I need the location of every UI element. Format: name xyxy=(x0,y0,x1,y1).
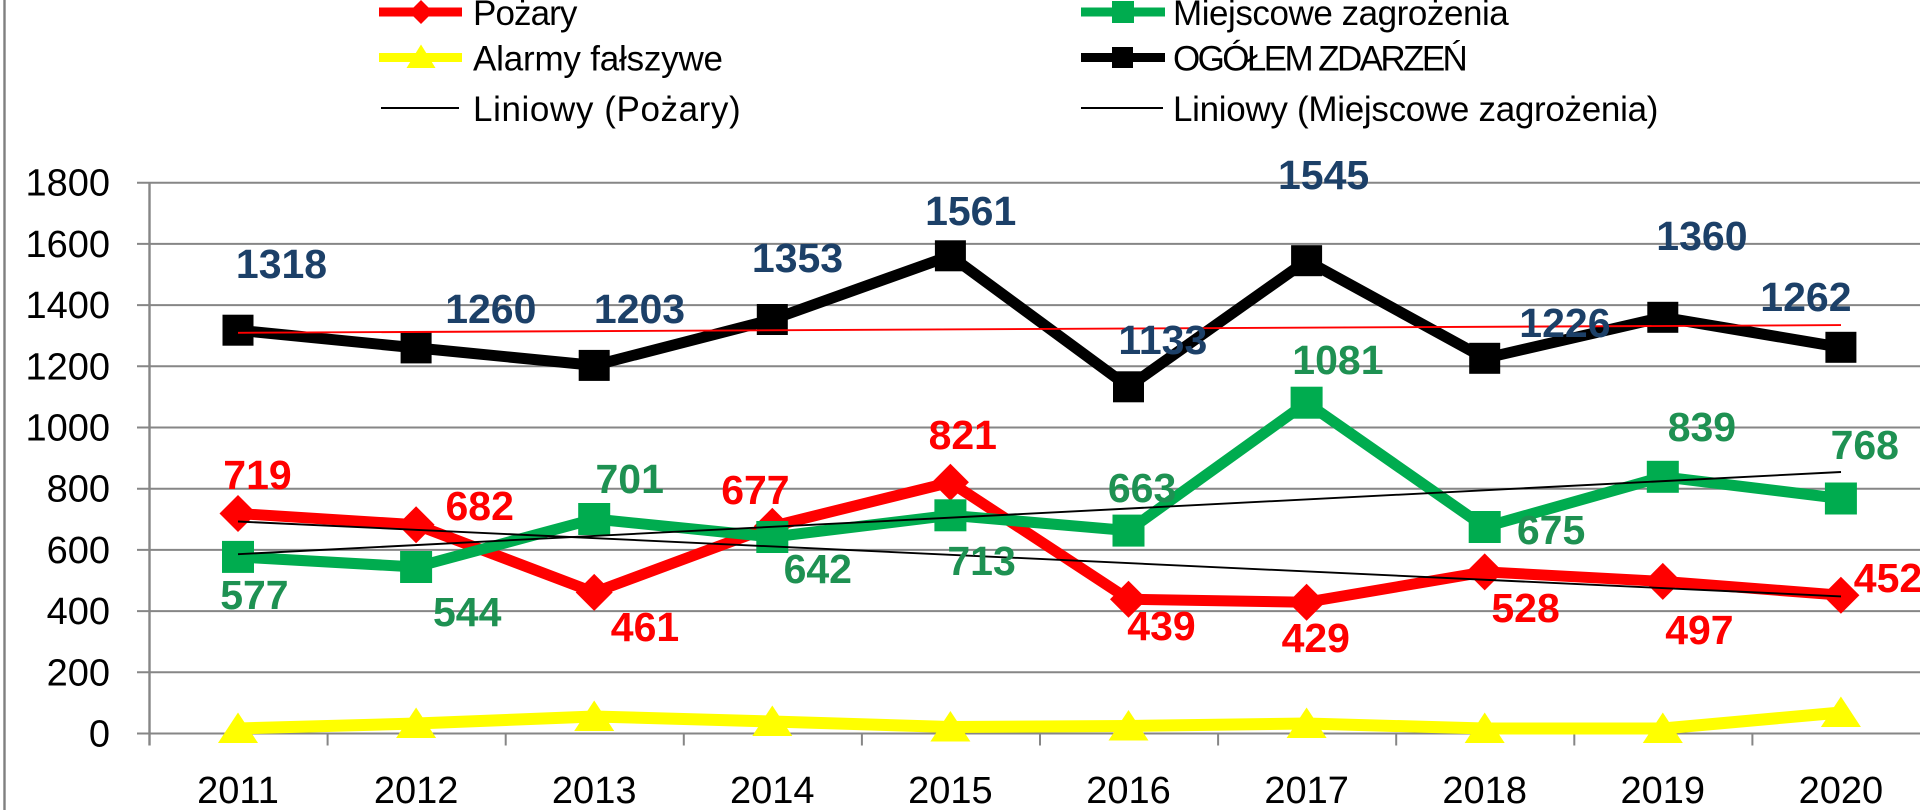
svg-text:200: 200 xyxy=(47,652,110,694)
svg-text:528: 528 xyxy=(1491,585,1559,631)
svg-text:2020: 2020 xyxy=(1799,770,1884,810)
svg-text:1203: 1203 xyxy=(594,286,685,332)
svg-text:1400: 1400 xyxy=(25,285,110,327)
svg-text:821: 821 xyxy=(929,412,997,458)
svg-text:2016: 2016 xyxy=(1086,770,1171,810)
svg-text:1600: 1600 xyxy=(25,224,110,266)
svg-text:1226: 1226 xyxy=(1519,300,1610,346)
svg-text:1800: 1800 xyxy=(25,163,110,205)
svg-text:1318: 1318 xyxy=(236,241,327,287)
svg-text:Liniowy (Miejscowe zagrożenia): Liniowy (Miejscowe zagrożenia) xyxy=(1173,90,1658,129)
svg-text:0: 0 xyxy=(89,714,110,756)
svg-text:682: 682 xyxy=(445,483,513,529)
svg-text:677: 677 xyxy=(721,467,789,513)
svg-text:Pożary: Pożary xyxy=(473,0,578,33)
svg-text:800: 800 xyxy=(47,469,110,511)
svg-text:1545: 1545 xyxy=(1278,152,1369,198)
svg-text:2011: 2011 xyxy=(197,770,279,810)
svg-text:439: 439 xyxy=(1127,603,1195,649)
svg-text:1360: 1360 xyxy=(1656,213,1747,259)
svg-text:577: 577 xyxy=(220,572,288,618)
svg-text:1561: 1561 xyxy=(925,188,1016,234)
svg-text:768: 768 xyxy=(1831,422,1899,468)
svg-text:1000: 1000 xyxy=(25,408,110,450)
svg-text:Alarmy fałszywe: Alarmy fałszywe xyxy=(473,40,723,79)
svg-text:OGÓŁEM ZDARZEŃ: OGÓŁEM ZDARZEŃ xyxy=(1173,40,1466,79)
svg-text:1200: 1200 xyxy=(25,346,110,388)
svg-text:719: 719 xyxy=(223,452,291,498)
svg-text:1081: 1081 xyxy=(1292,337,1383,383)
svg-text:461: 461 xyxy=(611,604,679,650)
svg-text:1133: 1133 xyxy=(1118,317,1207,363)
svg-text:1260: 1260 xyxy=(445,286,536,332)
svg-text:2017: 2017 xyxy=(1264,770,1349,810)
svg-text:839: 839 xyxy=(1668,404,1736,450)
svg-text:497: 497 xyxy=(1665,607,1733,653)
svg-text:2018: 2018 xyxy=(1442,770,1527,810)
svg-text:663: 663 xyxy=(1108,465,1176,511)
svg-text:2013: 2013 xyxy=(552,770,637,810)
svg-text:Miejscowe zagrożenia: Miejscowe zagrożenia xyxy=(1173,0,1509,33)
svg-text:2019: 2019 xyxy=(1621,770,1706,810)
svg-text:675: 675 xyxy=(1517,507,1585,553)
svg-text:Liniowy (Pożary): Liniowy (Pożary) xyxy=(473,90,741,129)
svg-text:600: 600 xyxy=(47,530,110,572)
svg-text:544: 544 xyxy=(433,589,502,635)
svg-text:2015: 2015 xyxy=(908,770,993,810)
svg-text:429: 429 xyxy=(1282,615,1350,661)
svg-text:701: 701 xyxy=(595,456,663,502)
svg-text:452: 452 xyxy=(1854,555,1920,601)
svg-text:1353: 1353 xyxy=(752,235,843,281)
svg-text:1262: 1262 xyxy=(1760,274,1851,320)
svg-text:400: 400 xyxy=(47,591,110,633)
svg-text:713: 713 xyxy=(947,538,1015,584)
svg-text:2012: 2012 xyxy=(374,770,459,810)
svg-text:2014: 2014 xyxy=(730,770,815,810)
svg-text:642: 642 xyxy=(784,546,852,592)
